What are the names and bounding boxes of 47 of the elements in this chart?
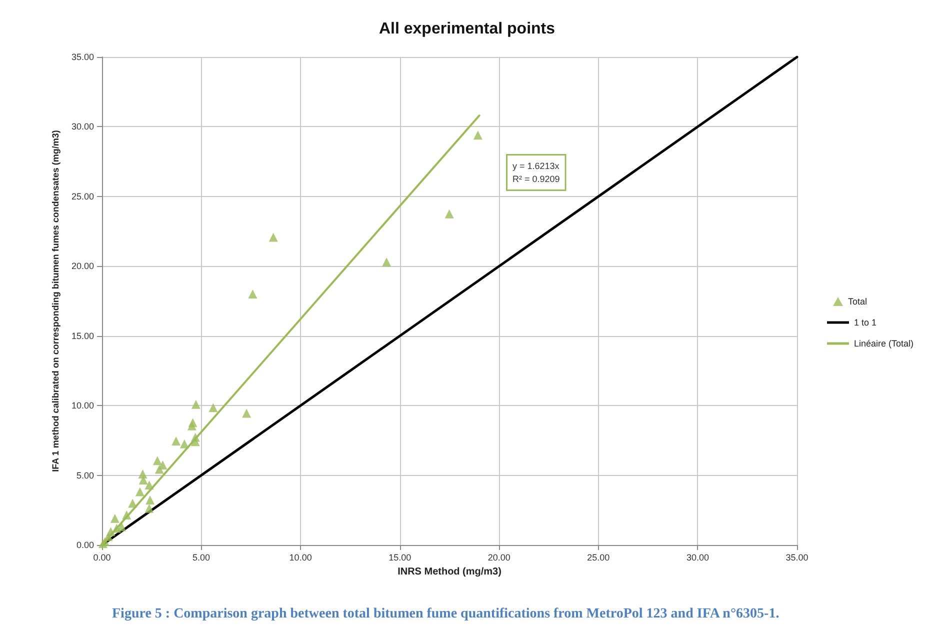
point	[382, 257, 392, 266]
point	[122, 510, 132, 520]
y-tick-label: 15.00	[71, 330, 94, 341]
legend-label: Total	[848, 296, 868, 306]
y-tick-label: 30.00	[71, 122, 94, 132]
legend-label: 1 to 1	[854, 318, 877, 328]
point	[135, 487, 144, 496]
point	[242, 408, 252, 418]
caption: Figure 5 : Comparison graph between total bitumen fume quantifications from MetroPol 123 and IFA n°6305-1.	[112, 606, 780, 622]
point	[190, 437, 200, 446]
x-tick-label: 5.00	[192, 552, 210, 562]
x-tick-label: 25.00	[587, 552, 610, 562]
y-tick-label: 25.00	[71, 191, 94, 202]
y-tick-label: 0.00	[76, 540, 94, 550]
point	[180, 439, 189, 448]
x-tick-label: 35.00	[786, 552, 808, 562]
point	[208, 403, 218, 412]
x-tick-label: 10.00	[289, 552, 312, 562]
point	[152, 456, 162, 466]
y-tick-label: 5.00	[76, 470, 94, 480]
x-tick-label: 15.00	[388, 552, 412, 562]
legend-label: Linéaire (Total)	[854, 338, 914, 348]
y-tick-label: 35.00	[71, 52, 94, 62]
x-tick-label: 20.00	[488, 552, 510, 562]
point	[444, 209, 454, 218]
point	[146, 495, 155, 504]
point	[144, 504, 154, 513]
x-tick-label: 0.00	[93, 552, 111, 562]
y-tick-label: 20.00	[71, 261, 94, 272]
point	[172, 436, 181, 446]
y-tick-label: 10.00	[71, 400, 94, 411]
annotation: y = 1.6213x R² = 0.9209	[512, 161, 560, 184]
point	[191, 400, 200, 409]
point	[473, 130, 482, 140]
point	[112, 524, 122, 533]
point	[138, 476, 148, 485]
x-tick-label: 30.00	[686, 552, 709, 562]
point	[144, 480, 154, 490]
point	[110, 514, 120, 523]
point	[128, 498, 138, 508]
chart-title: All experimental points	[378, 20, 556, 38]
point	[248, 290, 258, 299]
point	[187, 421, 196, 430]
point	[154, 464, 164, 474]
y-axis-title: IFA 1 method calibrated on corresponding bitumen fumes condensates (mg/m3)	[50, 130, 60, 472]
x-axis-title: INRS Method (mg/m3)	[398, 566, 502, 578]
point	[268, 232, 278, 242]
